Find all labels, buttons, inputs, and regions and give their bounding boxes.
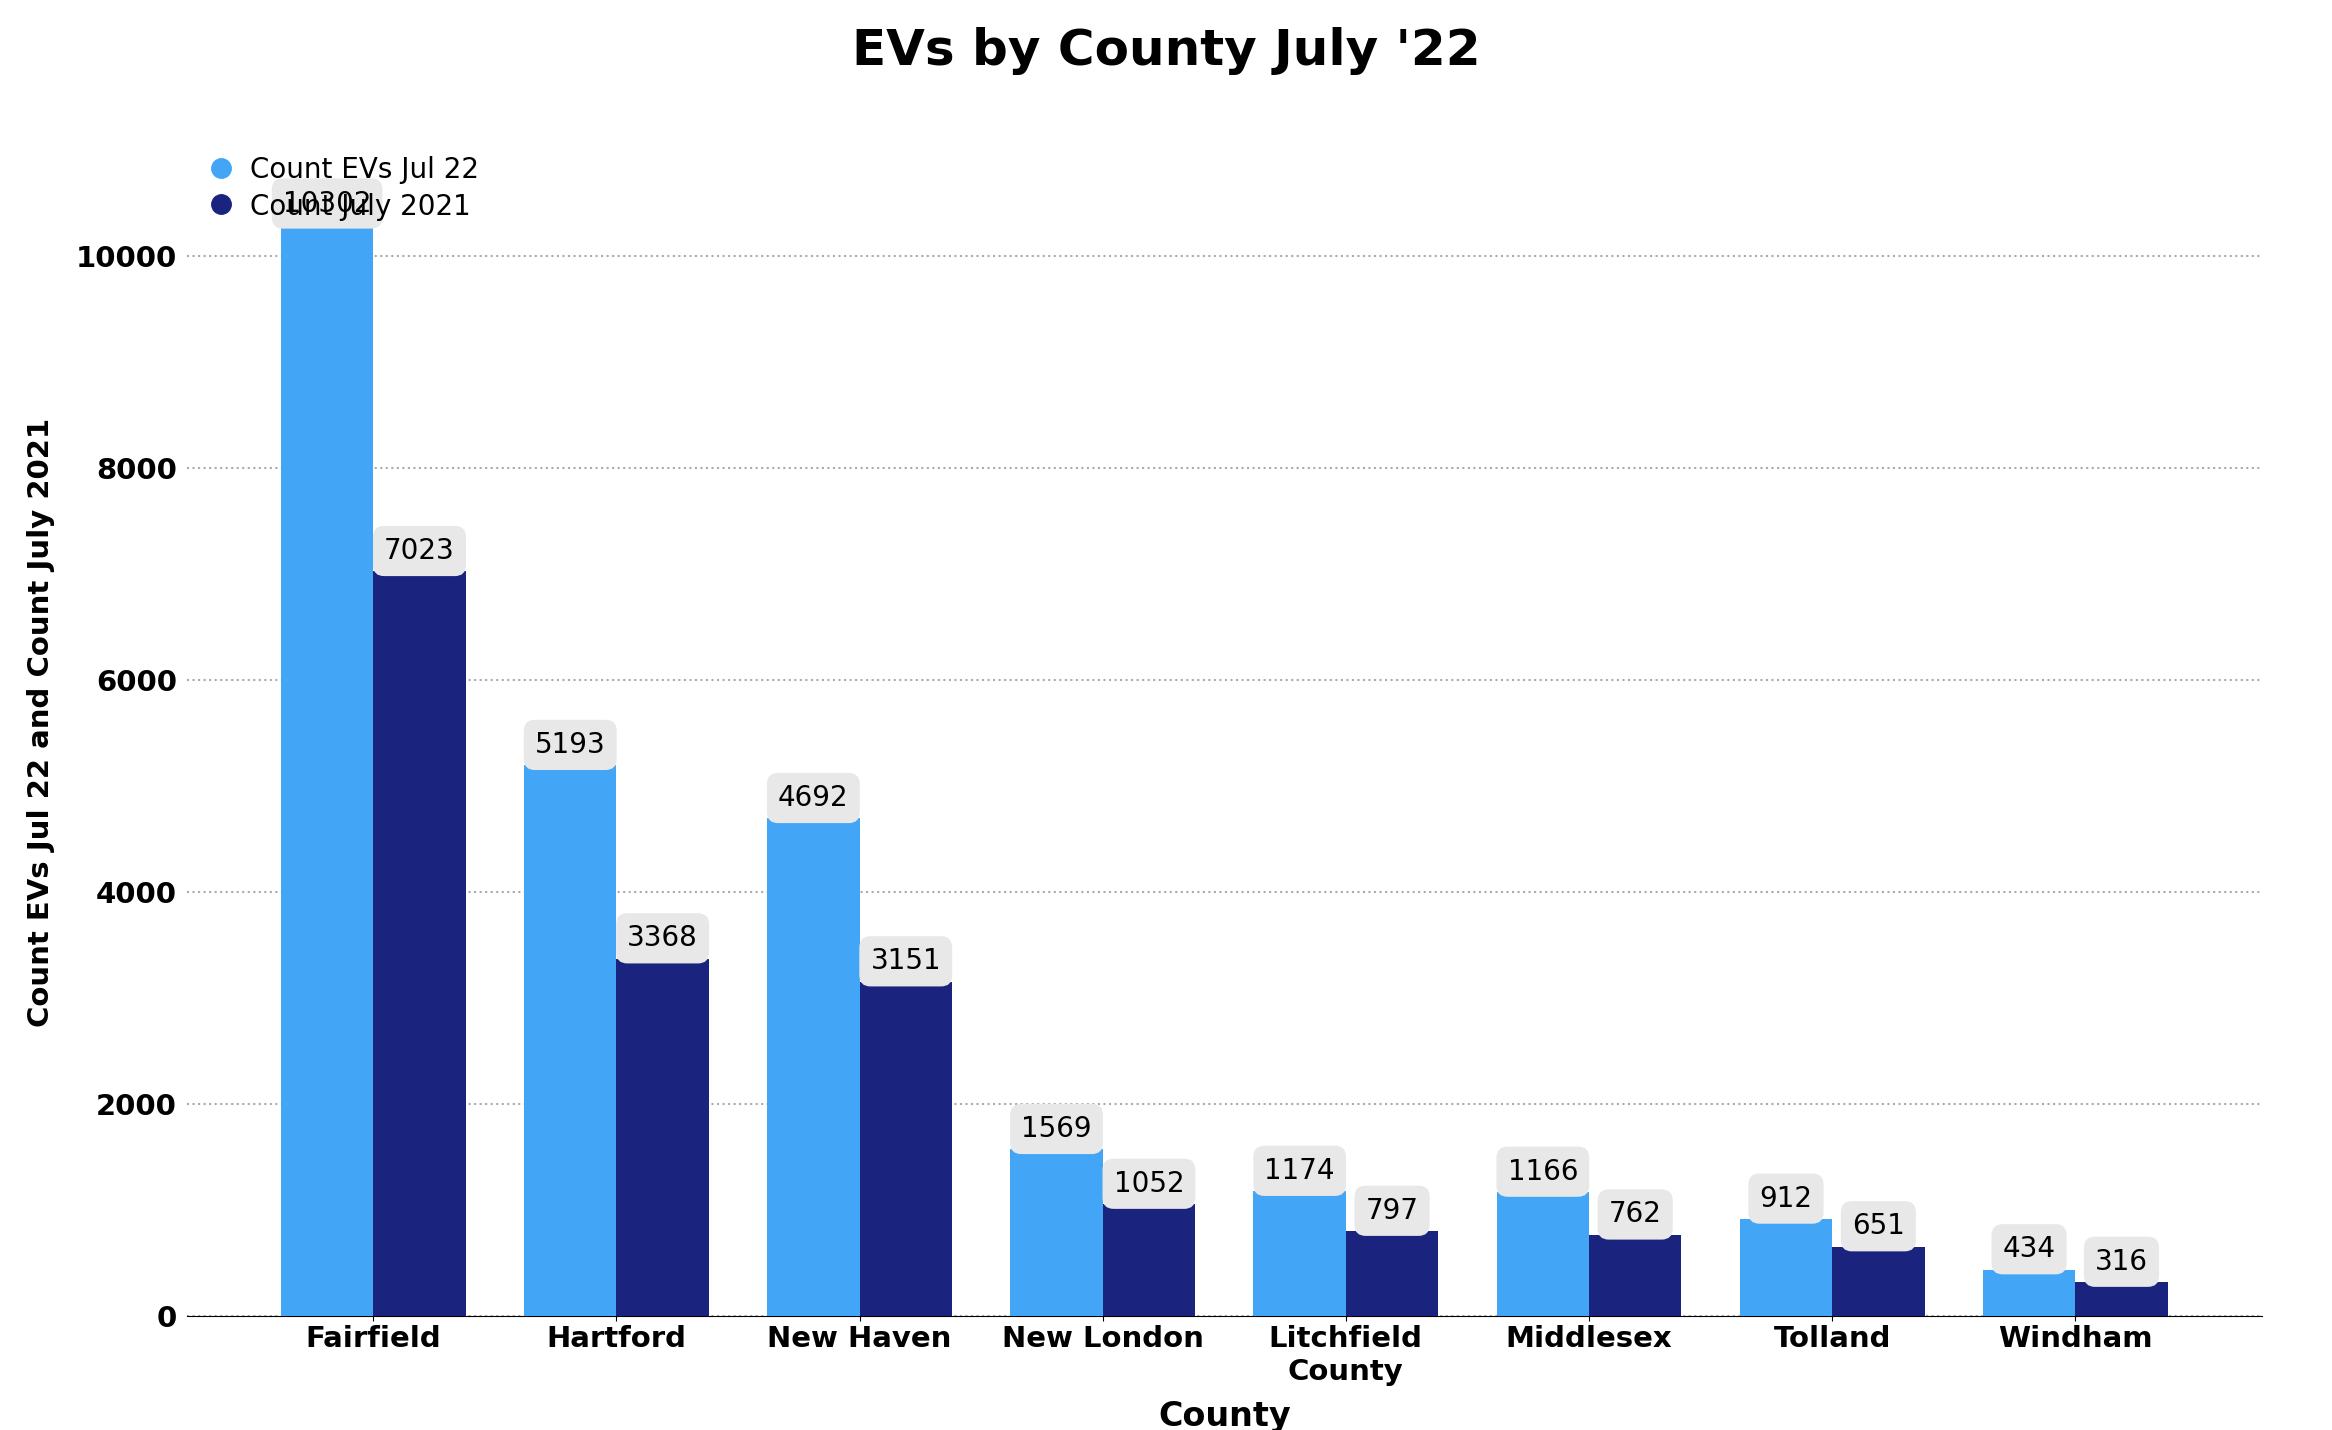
Bar [1833,1247,1924,1316]
Bar [1346,1231,1439,1316]
Bar [861,981,951,1316]
Text: 3151: 3151 [870,947,942,975]
Text: 10302: 10302 [282,190,371,217]
Text: 762: 762 [1609,1201,1663,1228]
Text: 7023: 7023 [385,538,455,565]
Legend: Count EVs Jul 22, Count July 2021: Count EVs Jul 22, Count July 2021 [201,143,494,235]
Y-axis label: Count EVs Jul 22 and Count July 2021: Count EVs Jul 22 and Count July 2021 [26,418,54,1027]
Bar [1982,1270,2075,1316]
Text: 651: 651 [1852,1213,1905,1240]
Text: 797: 797 [1367,1197,1418,1224]
Text: 912: 912 [1758,1184,1812,1213]
Bar [1497,1193,1588,1316]
Text: 434: 434 [2003,1236,2054,1263]
Text: 1569: 1569 [1021,1115,1091,1143]
Text: 3368: 3368 [627,924,697,952]
Bar [373,572,466,1316]
Bar [1588,1236,1681,1316]
Bar [1255,1191,1346,1316]
Bar [1010,1150,1103,1316]
Text: 1174: 1174 [1264,1157,1334,1185]
Text: 5193: 5193 [534,731,606,759]
Text: 4692: 4692 [779,784,849,812]
Bar [1103,1204,1194,1316]
Bar [280,225,373,1316]
Bar [525,765,616,1316]
Bar [767,818,861,1316]
Bar [2075,1283,2169,1316]
Text: 316: 316 [2094,1248,2148,1276]
X-axis label: County: County [1159,1400,1290,1430]
Text: 1166: 1166 [1506,1158,1579,1185]
Text: 1052: 1052 [1115,1170,1185,1198]
Text: EVs by County July '22: EVs by County July '22 [851,27,1481,76]
Bar [1740,1218,1833,1316]
Bar [616,958,709,1316]
